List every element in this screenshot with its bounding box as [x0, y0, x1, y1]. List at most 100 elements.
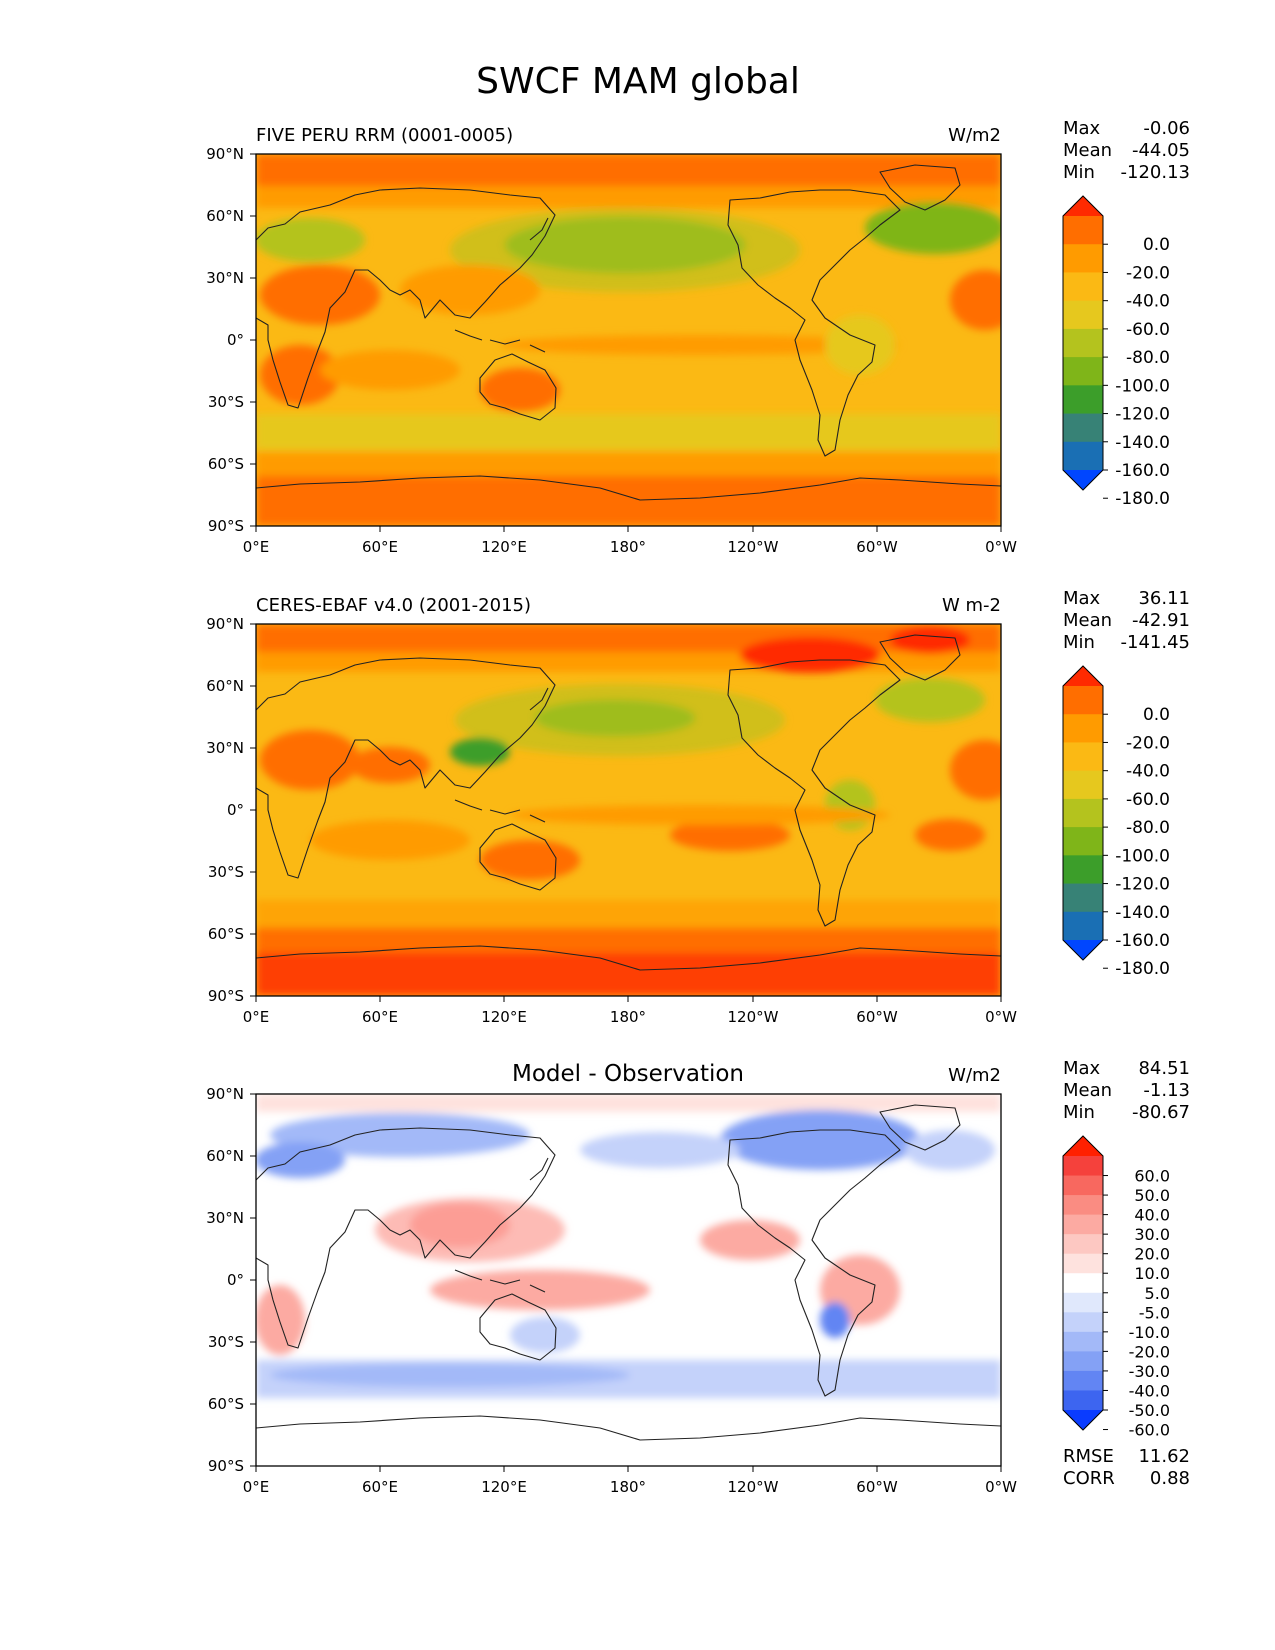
map-field: [256, 624, 1001, 996]
colorbar-label: -100.0: [1115, 376, 1170, 396]
colorbar-swatch: [1063, 1292, 1103, 1313]
colorbar-label: -80.0: [1126, 818, 1170, 838]
colorbar-label: -60.0: [1126, 320, 1170, 340]
stat-max-label: Max: [1063, 588, 1101, 609]
atlantic-blue: [905, 1130, 995, 1170]
colorbar-label: -80.0: [1126, 348, 1170, 368]
map-field: [256, 1094, 1001, 1466]
y-tick-label: 60°N: [206, 207, 244, 225]
coast-indonesia: [454, 799, 546, 823]
north-pacific-blue: [580, 1132, 740, 1168]
colorbar-top-extend: [1063, 1136, 1103, 1156]
colorbar-label: -40.0: [1126, 762, 1170, 782]
x-tick-label: 0°W: [985, 1478, 1017, 1496]
colorbar-label: 30.0: [1134, 1225, 1170, 1244]
y-axis: 90°N 60°N 30°N 0° 30°S 60°S 90°S: [206, 145, 256, 535]
y-tick-label: 90°S: [208, 987, 244, 1005]
colorbar-label: -160.0: [1115, 931, 1170, 951]
colorbar-swatch: [1063, 1351, 1103, 1372]
y-tick-label: 0°: [227, 801, 244, 819]
colorbar-swatch: [1063, 1234, 1103, 1255]
y-axis: 90°N 60°N 30°N 0° 30°S 60°S 90°S: [206, 615, 256, 1005]
coast-greenland: [879, 164, 961, 211]
asia-monsoon: [400, 265, 540, 315]
y-tick-label: 30°N: [206, 1209, 244, 1227]
coast-americas: [727, 189, 901, 457]
stats-box: Max 84.51 Mean -1.13 Min -80.67: [1063, 1058, 1190, 1123]
siberia-blue: [270, 1113, 530, 1157]
colorbar-swatch: [1063, 1156, 1103, 1177]
x-axis: 0°E 60°E 120°E 180° 120°W 60°W 0°W: [243, 1466, 1017, 1496]
stat-mean-value: -1.13: [1143, 1080, 1190, 1101]
colorbar-label: -160.0: [1115, 461, 1170, 481]
colorbar-swatch: [1063, 1390, 1103, 1411]
coast-africa-eurasia: [256, 187, 556, 409]
colorbar: 0.0 -20.0 -40.0 -60.0 -80.0 -100.0 -120.0 -140.…: [1062, 665, 1170, 979]
stat-max-label: Max: [1063, 118, 1101, 139]
colorbar-swatch: [1063, 686, 1103, 715]
stat-min-label: Min: [1063, 1102, 1095, 1123]
colorbar-swatch: [1063, 385, 1103, 415]
y-tick-label: 60°N: [206, 677, 244, 695]
europe-blue: [256, 1142, 345, 1178]
band-antarctic: [256, 476, 1001, 526]
colorbar-label: -20.0: [1129, 1342, 1170, 1361]
y-tick-label: 90°S: [208, 517, 244, 535]
y-tick-label: 90°N: [206, 1085, 244, 1103]
colorbar-swatch: [1063, 328, 1103, 358]
x-tick-label: 120°E: [481, 1008, 527, 1026]
skill-scores: RMSE 11.62 CORR 0.88: [1063, 1446, 1190, 1489]
x-tick-label: 120°W: [728, 538, 779, 556]
x-tick-label: 180°: [610, 1008, 646, 1026]
corr-value: 0.88: [1150, 1468, 1190, 1489]
colorbar-swatch: [1063, 244, 1103, 273]
panel-title: Model - Observation: [512, 1061, 744, 1087]
colorbar-label: -40.0: [1129, 1381, 1170, 1400]
y-tick-label: 90°S: [208, 1457, 244, 1475]
pacific-cloud-yellow: [450, 208, 800, 292]
continents: [256, 1104, 1001, 1441]
stat-max-value: -0.06: [1143, 118, 1190, 139]
colorbar-label: -60.0: [1126, 790, 1170, 810]
colorbar-swatch: [1063, 855, 1103, 885]
coast-indonesia: [454, 1269, 546, 1293]
china-cloud: [450, 738, 510, 766]
coast-japan: [529, 687, 549, 711]
x-tick-label: 120°W: [728, 1478, 779, 1496]
coast-antarctica: [256, 1415, 1001, 1441]
panel-units: W/m2: [948, 125, 1001, 146]
corr-label: CORR: [1063, 1468, 1115, 1489]
colorbar-label: -180.0: [1115, 489, 1170, 509]
colorbar-bottom-extend: [1063, 940, 1103, 960]
y-tick-label: 30°S: [208, 393, 244, 411]
atlantic-cloud: [875, 678, 985, 722]
y-tick-label: 30°N: [206, 269, 244, 287]
colorbar-label: 50.0: [1134, 1186, 1170, 1205]
coast-africa-eurasia: [256, 657, 556, 879]
x-tick-label: 180°: [610, 538, 646, 556]
y-tick-label: 60°S: [208, 455, 244, 473]
atlantic-high: [950, 270, 1001, 330]
colorbar-swatch: [1063, 770, 1103, 800]
stat-min-value: -80.67: [1132, 1102, 1190, 1123]
x-tick-label: 0°E: [243, 538, 270, 556]
colorbar-swatch: [1063, 742, 1103, 772]
indian-ocean: [310, 820, 470, 860]
colorbar-swatch: [1063, 1253, 1103, 1274]
x-tick-label: 120°E: [481, 1478, 527, 1496]
stat-mean-label: Mean: [1063, 610, 1112, 631]
y-tick-label: 60°S: [208, 1395, 244, 1413]
panel-model: FIVE PERU RRM (0001-0005) W/m2: [206, 118, 1190, 556]
colorbar-label: 0.0: [1143, 235, 1170, 255]
x-tick-label: 60°E: [362, 1478, 398, 1496]
coast-americas: [727, 659, 901, 927]
arabia-high: [350, 747, 430, 783]
coast-greenland: [879, 1104, 961, 1151]
colorbar-label: -30.0: [1129, 1362, 1170, 1381]
sahara-high: [260, 730, 360, 790]
y-tick-label: 0°: [227, 331, 244, 349]
x-tick-label: 0°W: [985, 1008, 1017, 1026]
stat-mean-label: Mean: [1063, 140, 1112, 161]
colorbar-swatch: [1063, 441, 1103, 471]
